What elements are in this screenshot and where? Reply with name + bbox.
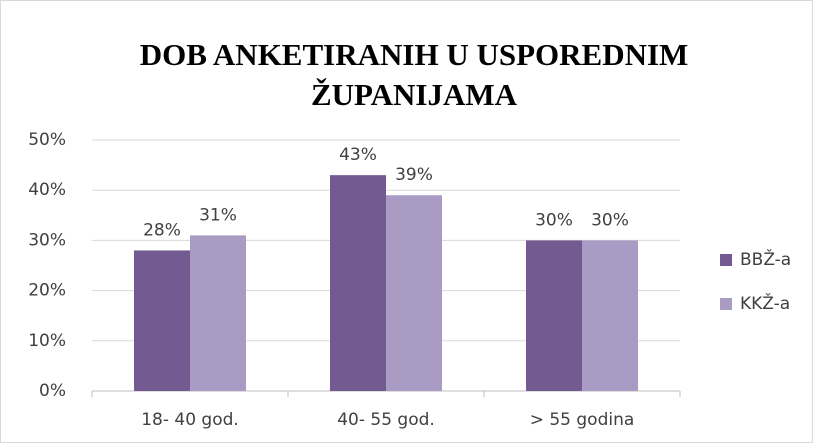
- data-label: 39%: [395, 165, 433, 185]
- y-tick-label: 40%: [28, 180, 66, 200]
- data-label: 30%: [535, 210, 573, 230]
- bar: [582, 240, 638, 391]
- bar: [386, 195, 442, 391]
- x-tick-label: > 55 godina: [530, 410, 635, 430]
- data-label: 28%: [143, 220, 181, 240]
- data-label: 31%: [199, 205, 237, 225]
- y-tick-label: 0%: [39, 381, 66, 401]
- legend-swatch: [720, 298, 732, 310]
- legend-label: KKŽ-a: [740, 292, 790, 314]
- chart-title: DOB ANKETIRANIH U USPOREDNIM: [140, 37, 689, 72]
- legend-swatch: [720, 254, 732, 266]
- x-tick-label: 18- 40 god.: [141, 410, 239, 430]
- y-tick-label: 50%: [28, 130, 66, 150]
- bar: [190, 235, 246, 391]
- chart-title: ŽUPANIJAMA: [311, 77, 518, 112]
- bar: [526, 240, 582, 391]
- y-tick-label: 10%: [28, 331, 66, 351]
- y-tick-label: 20%: [28, 281, 66, 301]
- y-tick-label: 30%: [28, 230, 66, 250]
- data-label: 43%: [339, 145, 377, 165]
- bar: [330, 175, 386, 391]
- data-label: 30%: [591, 210, 629, 230]
- legend-label: BBŽ-a: [740, 248, 791, 270]
- bar: [134, 250, 190, 391]
- x-tick-label: 40- 55 god.: [337, 410, 435, 430]
